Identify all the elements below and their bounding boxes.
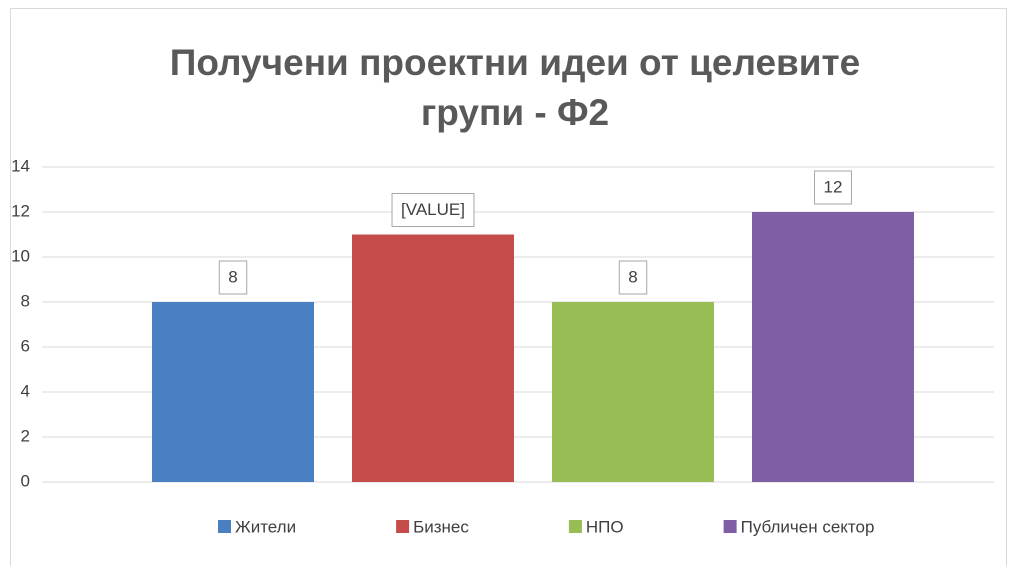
legend-swatch xyxy=(396,520,410,533)
data-label: 8 xyxy=(228,267,237,286)
y-tick-label: 10 xyxy=(11,246,30,265)
bar xyxy=(352,234,514,482)
data-label: [VALUE] xyxy=(401,200,465,219)
legend-label: НПО xyxy=(586,517,624,536)
bar xyxy=(552,302,714,482)
y-tick-label: 0 xyxy=(21,471,30,490)
legend-label: Жители xyxy=(235,517,296,536)
chart-frame xyxy=(10,8,1007,566)
y-tick-label: 14 xyxy=(11,156,30,175)
bar xyxy=(752,212,914,482)
bar xyxy=(152,302,314,482)
legend-swatch xyxy=(218,520,231,533)
legend-swatch xyxy=(723,520,737,533)
data-label-box xyxy=(391,193,475,227)
data-label-box xyxy=(218,260,248,295)
legend-label: Публичен сектор xyxy=(741,517,875,536)
data-label: 12 xyxy=(824,177,843,196)
data-label-box xyxy=(814,170,852,205)
y-tick-label: 2 xyxy=(21,426,30,445)
y-tick-label: 6 xyxy=(21,336,30,355)
y-tick-label: 12 xyxy=(11,201,30,220)
legend-label: Бизнес xyxy=(413,517,469,536)
data-label-box xyxy=(618,260,648,295)
data-label: 8 xyxy=(628,267,637,286)
chart-title: Получени проектни идеи от целевите групи… xyxy=(169,42,861,133)
legend-swatch xyxy=(568,520,582,533)
y-tick-label: 8 xyxy=(21,291,30,310)
y-tick-label: 4 xyxy=(21,381,30,400)
